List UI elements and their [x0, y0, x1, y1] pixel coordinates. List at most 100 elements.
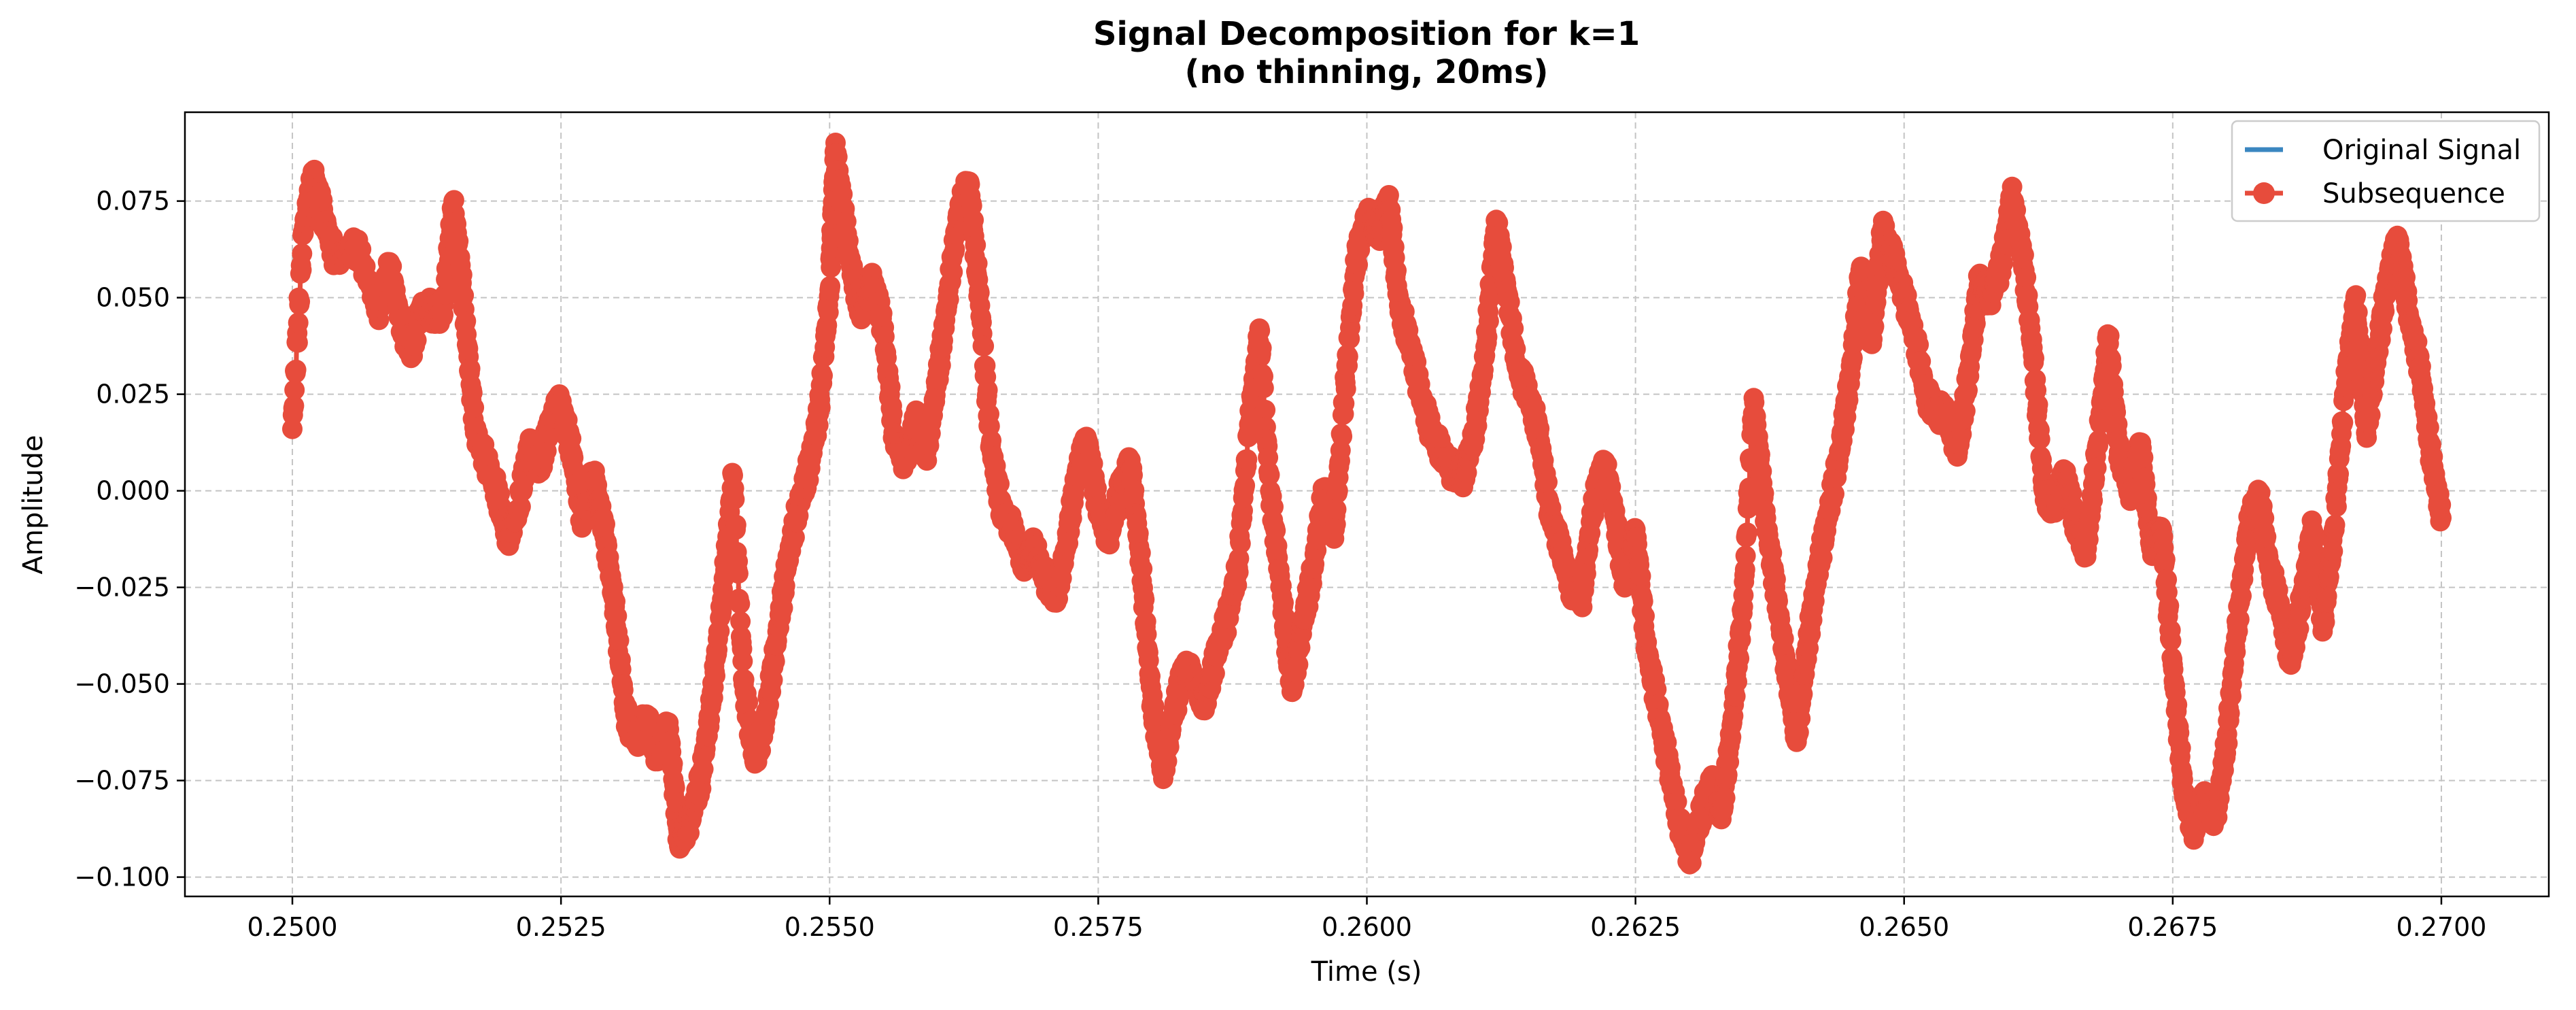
data-point-subsequence: [880, 376, 901, 397]
data-point-subsequence: [1132, 558, 1153, 579]
data-point-subsequence: [1838, 390, 1859, 411]
data-point-subsequence: [1265, 520, 1286, 541]
legend-marker-subsequence: [2253, 182, 2275, 204]
data-point-subsequence: [705, 665, 725, 686]
data-point-subsequence: [967, 253, 988, 274]
data-point-subsequence: [1332, 426, 1353, 447]
data-point-subsequence: [1719, 752, 1740, 773]
x-tick-label: 0.2625: [1590, 912, 1681, 942]
data-point-subsequence: [2333, 412, 2354, 433]
data-point-subsequence: [1908, 334, 1929, 355]
data-point-subsequence: [2029, 428, 2050, 450]
y-tick-label: −0.075: [74, 766, 170, 796]
data-point-subsequence: [1130, 542, 1151, 563]
y-tick-label: 0.075: [96, 186, 170, 216]
data-point-subsequence: [451, 265, 473, 285]
data-point-subsequence: [595, 514, 615, 535]
y-axis-label: Amplitude: [18, 435, 49, 575]
data-point-subsequence: [724, 489, 745, 510]
data-point-subsequence: [1537, 471, 1558, 492]
data-point-subsequence: [2161, 630, 2182, 652]
data-point-subsequence: [730, 611, 751, 632]
data-point-subsequence: [818, 302, 839, 323]
data-point-subsequence: [2349, 331, 2370, 352]
data-point-subsequence: [608, 630, 630, 651]
data-point-subsequence: [2167, 694, 2188, 716]
data-point-subsequence: [1386, 260, 1407, 281]
data-point-subsequence: [606, 605, 628, 626]
data-point-subsequence: [2027, 394, 2048, 415]
data-point-subsequence: [784, 527, 805, 548]
data-point-subsequence: [2324, 514, 2346, 535]
data-point-subsequence: [1251, 337, 1272, 358]
data-point-subsequence: [882, 403, 903, 424]
data-point-subsequence: [2322, 541, 2343, 562]
data-point-subsequence: [2101, 356, 2122, 377]
plot-series: [282, 133, 2452, 875]
data-point-subsequence: [1749, 444, 1770, 465]
data-point-subsequence: [284, 380, 305, 401]
data-point-subsequence: [774, 575, 795, 596]
data-point-subsequence: [1337, 346, 1358, 367]
data-point-subsequence: [732, 651, 753, 672]
data-point-subsequence: [1955, 401, 1976, 422]
data-point-subsequence: [2170, 737, 2191, 758]
data-point-subsequence: [2082, 490, 2103, 511]
data-point-subsequence: [1301, 573, 1322, 594]
data-point-subsequence: [772, 597, 793, 618]
data-point-subsequence: [1263, 496, 1284, 518]
data-point-subsequence: [1250, 320, 1271, 341]
data-point-subsequence: [1204, 662, 1225, 684]
data-point-subsequence: [460, 358, 481, 379]
data-point-subsequence: [1134, 589, 1155, 610]
y-tick-label: 0.000: [96, 476, 170, 506]
data-point-subsequence: [286, 359, 307, 380]
data-point-subsequence: [2088, 430, 2109, 451]
data-point-subsequence: [727, 563, 749, 584]
data-point-subsequence: [1503, 318, 1524, 339]
y-tick-label: 0.050: [96, 283, 170, 313]
x-tick-label: 0.2675: [2127, 912, 2218, 942]
data-point-subsequence: [1086, 477, 1107, 499]
data-point-subsequence: [1122, 465, 1143, 486]
data-point-subsequence: [1727, 671, 1747, 692]
data-point-subsequence: [942, 261, 963, 282]
data-point-subsequence: [693, 758, 714, 779]
data-point-subsequence: [1505, 339, 1526, 360]
data-point-subsequence: [1477, 326, 1498, 348]
data-point-subsequence: [974, 335, 995, 356]
y-tick-label: −0.100: [74, 862, 170, 892]
data-point-subsequence: [1729, 648, 1750, 669]
y-tick-label: −0.050: [74, 669, 170, 699]
data-point-subsequence: [2169, 722, 2190, 743]
data-point-subsequence: [2086, 457, 2107, 478]
data-point-subsequence: [2217, 733, 2238, 754]
data-point-subsequence: [1235, 475, 1256, 496]
x-axis-label: Time (s): [1311, 956, 1422, 988]
data-point-subsequence: [1753, 483, 1774, 504]
data-point-subsequence: [738, 692, 759, 713]
x-tick-label: 0.2600: [1322, 912, 1412, 942]
data-point-subsequence: [1715, 788, 1736, 809]
x-tick-label: 0.2525: [516, 912, 606, 942]
data-point-subsequence: [1634, 605, 1655, 626]
data-point-subsequence: [2107, 414, 2128, 435]
data-point-subsequence: [2159, 595, 2180, 616]
data-point-subsequence: [1326, 499, 1347, 520]
data-point-subsequence: [1777, 654, 1798, 675]
x-tick-label: 0.2500: [247, 912, 338, 942]
data-point-subsequence: [1790, 708, 1811, 729]
data-point-subsequence: [1765, 569, 1786, 590]
data-point-subsequence: [1237, 449, 1258, 470]
data-point-subsequence: [729, 593, 751, 614]
data-point-subsequence: [1868, 273, 1889, 294]
data-point-subsequence: [1466, 416, 1488, 436]
data-point-subsequence: [2013, 244, 2034, 265]
data-point-subsequence: [930, 355, 951, 375]
data-point-subsequence: [1491, 237, 1512, 257]
data-point-subsequence: [292, 243, 313, 264]
data-point-subsequence: [812, 365, 833, 386]
data-point-subsequence: [810, 397, 831, 418]
data-point-subsequence: [1632, 591, 1653, 612]
data-point-subsequence: [938, 289, 959, 310]
